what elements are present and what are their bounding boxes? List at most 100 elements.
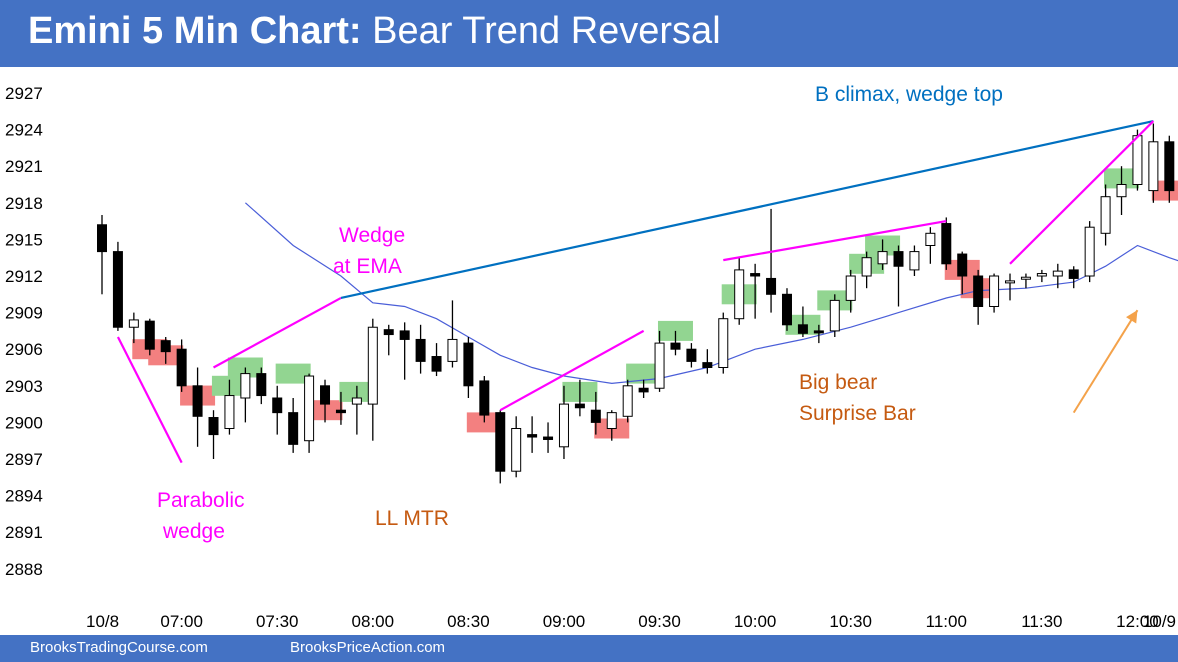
candle-body <box>973 275 984 307</box>
candle-6 <box>192 367 203 447</box>
candle-41 <box>750 263 761 319</box>
candle-body <box>989 275 1000 307</box>
candle-body <box>558 403 569 448</box>
candle-body <box>527 434 538 438</box>
y-tick-2906: 2906 <box>5 340 43 359</box>
candle-62 <box>1084 221 1095 283</box>
candle-19 <box>399 322 410 380</box>
candle-36 <box>670 330 681 356</box>
candle-51 <box>909 245 920 276</box>
x-tick-10/8: 10/8 <box>86 612 119 631</box>
candle-body <box>208 417 219 436</box>
candle-body <box>1164 141 1175 192</box>
candle-16 <box>351 385 362 435</box>
y-tick-2888: 2888 <box>5 560 43 579</box>
candle-body <box>893 251 904 267</box>
candle-body <box>272 397 283 414</box>
candle-1 <box>112 241 123 331</box>
candle-28 <box>543 422 554 453</box>
trendline-magenta-5 <box>1009 120 1155 265</box>
annotations: Parabolic wedge Wedge at EMA LL MTR B cl… <box>157 83 1003 543</box>
x-tick-07:00: 07:00 <box>160 612 203 631</box>
candle-body <box>813 330 824 334</box>
candle-57 <box>1005 273 1016 301</box>
x-tick-12:00: 12:00 <box>1116 612 1159 631</box>
candle-body <box>829 299 840 332</box>
y-axis: 2927 2924 2921 2918 2915 2912 2909 2906 2903 2900… <box>5 84 43 579</box>
candle-body <box>925 232 936 247</box>
candle-9 <box>240 367 251 423</box>
footer-bar: BrooksTradingCourse.com BrooksPriceActio… <box>0 635 1178 662</box>
x-axis: 10/8 07:00 07:30 08:00 08:30 09:00 09:30 10:00 1… <box>86 612 1176 631</box>
y-tick-2897: 2897 <box>5 450 43 469</box>
candle-body <box>399 330 410 340</box>
candle-body <box>941 223 952 265</box>
candle-63 <box>1100 184 1111 246</box>
candle-37 <box>686 343 697 368</box>
candle-60 <box>1052 263 1063 289</box>
candle-body <box>1084 226 1095 277</box>
candle-body <box>495 412 506 472</box>
candle-15 <box>335 391 346 425</box>
candle-body <box>718 318 729 369</box>
candle-2 <box>128 312 139 344</box>
arrow-shaft <box>1072 309 1139 414</box>
candle-body <box>654 342 665 389</box>
y-tick-2891: 2891 <box>5 523 43 542</box>
candle-55 <box>973 269 984 325</box>
y-tick-2903: 2903 <box>5 377 43 396</box>
candle-body <box>750 273 761 277</box>
candle-49 <box>877 239 888 270</box>
candle-32 <box>606 410 617 441</box>
candle-body <box>686 348 697 362</box>
candle-34 <box>638 379 649 398</box>
candle-body <box>877 251 888 265</box>
candle-body <box>320 385 331 405</box>
candle-11 <box>272 385 283 435</box>
annotation-big-bear: Big bear <box>799 371 877 394</box>
chart-title: Emini 5 Min Chart: Bear Trend Reversal <box>28 10 721 53</box>
candle-body <box>1052 270 1063 277</box>
candle-8 <box>224 379 235 435</box>
candle-54 <box>957 251 968 295</box>
candle-body <box>431 356 442 372</box>
x-tick-10:00: 10:00 <box>734 612 777 631</box>
candle-body <box>702 362 713 368</box>
candle-body <box>463 342 474 387</box>
candle-body <box>97 224 107 253</box>
y-tick-2915: 2915 <box>5 230 43 249</box>
candle-body <box>734 269 745 320</box>
candle-31 <box>590 391 601 435</box>
candle-67 <box>1164 135 1175 203</box>
candle-body <box>1005 280 1016 284</box>
ema-layer <box>245 202 1178 385</box>
candle-44 <box>797 306 808 337</box>
title-rest: Bear Trend Reversal <box>372 10 721 52</box>
candle-14 <box>320 379 331 423</box>
candle-50 <box>893 245 904 307</box>
candle-body <box>543 436 554 440</box>
candle-29 <box>558 385 569 459</box>
candle-4 <box>160 337 171 364</box>
annotation-ll-mtr: LL MTR <box>375 507 449 530</box>
candle-body <box>1068 269 1079 279</box>
candle-22 <box>447 300 458 368</box>
y-tick-2927: 2927 <box>5 84 43 103</box>
x-tick-11:00: 11:00 <box>926 612 967 631</box>
candle-33 <box>622 379 633 423</box>
candle-body <box>781 293 792 326</box>
candle-body <box>288 412 299 445</box>
x-tick-09:30: 09:30 <box>638 612 681 631</box>
candle-39 <box>718 312 729 374</box>
candle-body <box>638 387 649 393</box>
footer-right: BrooksPriceAction.com <box>290 639 446 656</box>
candle-53 <box>941 217 952 270</box>
annotation-b-climax: B climax, wedge top <box>815 83 1003 106</box>
signal-box-bull-5 <box>275 363 311 384</box>
candle-body <box>447 338 458 362</box>
candle-25 <box>495 410 506 484</box>
candle-body <box>192 385 203 417</box>
y-tick-2924: 2924 <box>5 121 43 140</box>
x-tick-11:30: 11:30 <box>1021 612 1062 631</box>
candle-body <box>240 373 251 399</box>
